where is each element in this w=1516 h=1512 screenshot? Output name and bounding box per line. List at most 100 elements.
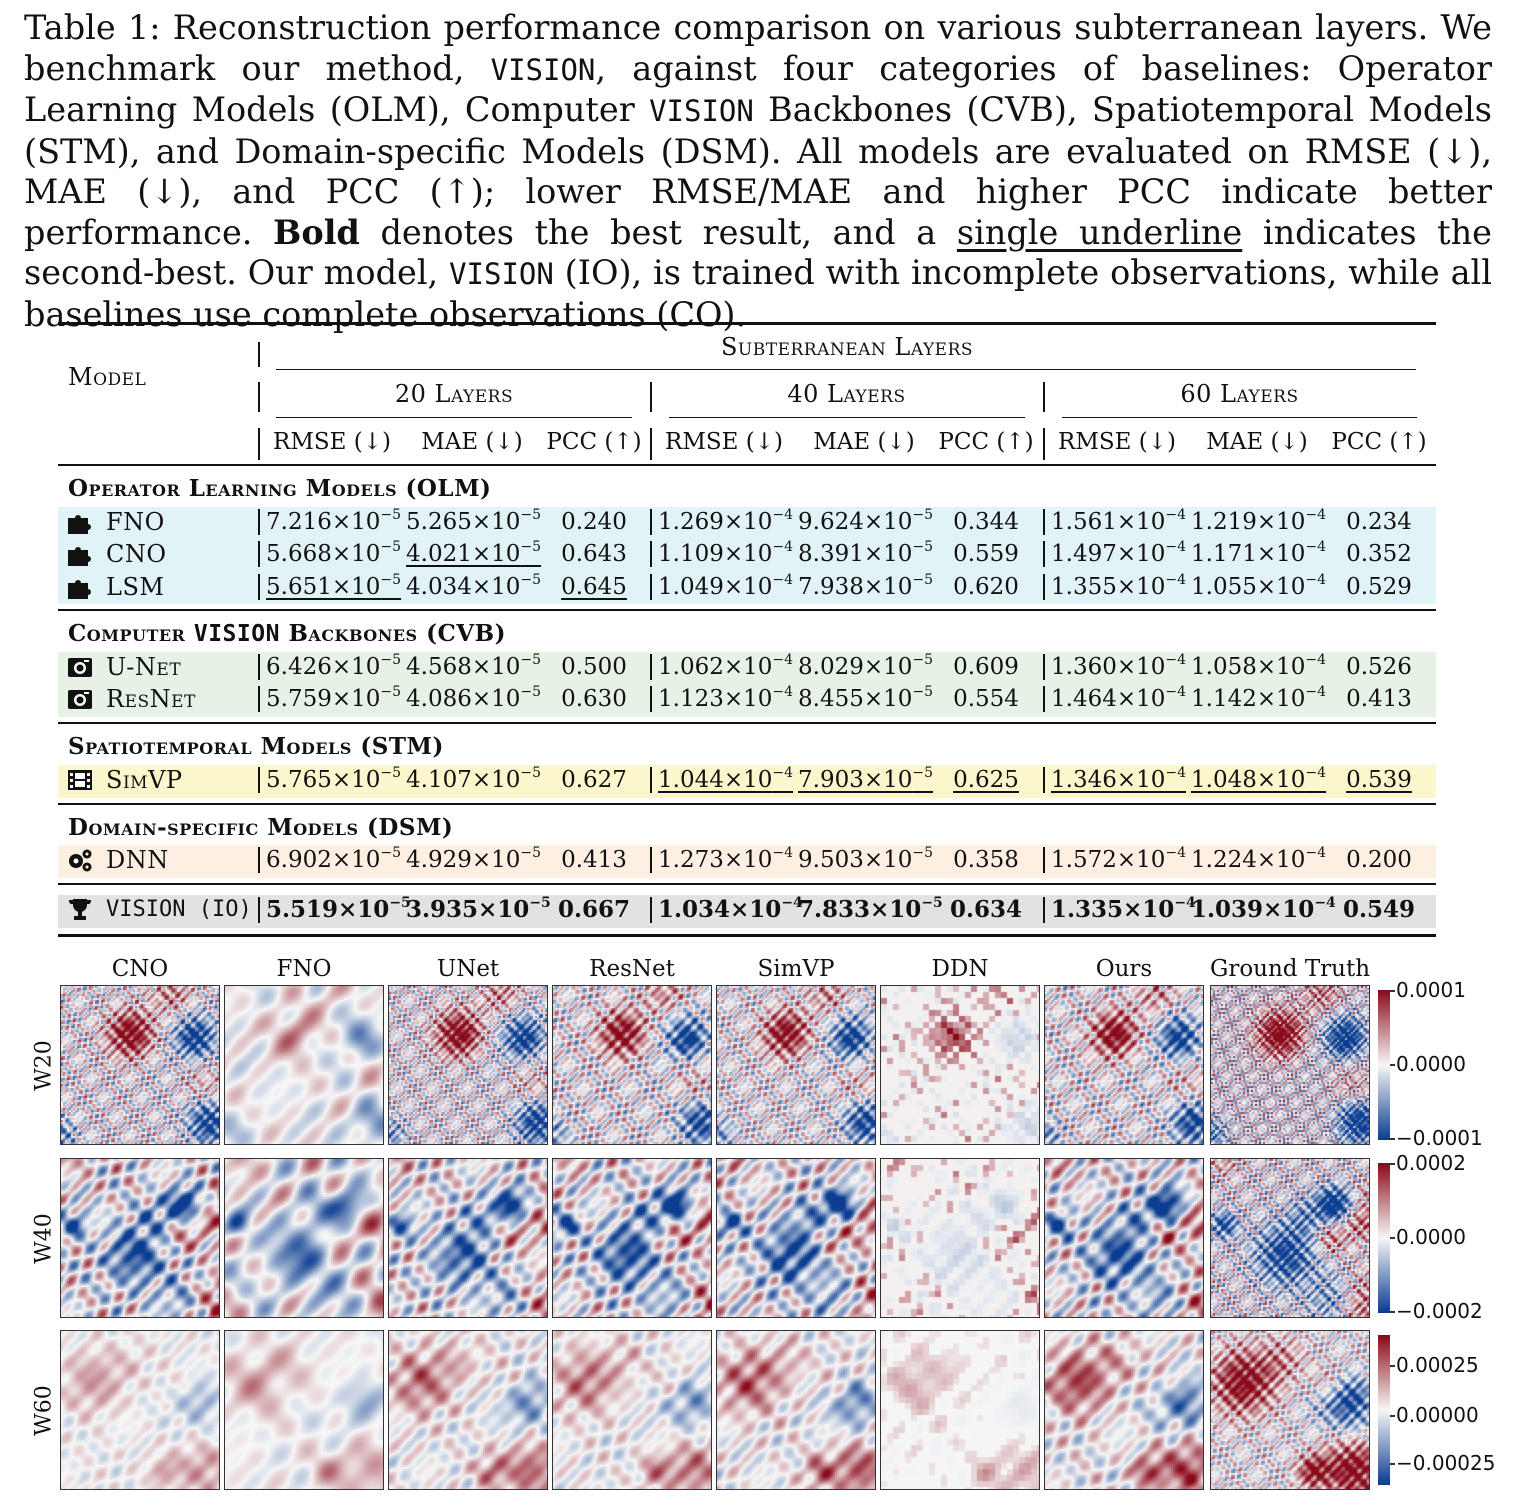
column-separator [1043,574,1045,600]
colorbar-tick-label: 0.0001 [1396,978,1466,1002]
table-cell: 1.572×10−4 [1051,845,1187,873]
group-header: 20 Layers [394,380,514,408]
table-cell: 5.519×10−5 [266,895,411,923]
section-rule [58,609,1436,611]
figure-column-title: CNO [111,956,169,982]
colorbar-tick-label: 0.00000 [1396,1403,1479,1427]
colorbar-tick-label: −0.0002 [1396,1299,1483,1323]
table-cell: 1.269×10−4 [658,507,794,535]
table-cell: 4.086×10−5 [406,684,542,712]
table-cell: 6.426×10−5 [266,652,402,680]
colorbar-tick [1390,1163,1395,1165]
column-separator [258,541,260,567]
table-cell: 4.034×10−5 [406,572,542,600]
reconstruction-panel [60,1330,220,1490]
table-cell: 7.903×10−5 [798,765,934,793]
model-name: FNO [106,508,165,536]
caption-text: indicates the second-best. Our model, [24,212,1492,293]
reconstruction-panel [224,1330,384,1490]
caption-method-name: VISION [490,52,596,87]
table-cell: 1.034×10−4 [658,895,803,923]
table-cell: 1.219×10−4 [1191,507,1327,535]
gears-icon [66,847,94,873]
caption-method-name: VISION [449,257,554,291]
table-cell: 1.055×10−4 [1191,572,1327,600]
table-cell: 1.142×10−4 [1191,684,1327,712]
metric-header: RMSE (↓) [273,429,391,455]
column-separator [258,342,260,367]
reconstruction-panel [1210,985,1370,1145]
column-separator [650,897,652,923]
row-band-stm [58,765,1436,798]
model-name: ResNet [106,685,196,713]
section-cvb: Computer VISION Backbones (CVB) [68,619,506,649]
metric-header: PCC (↑) [938,429,1034,455]
group-rule [276,417,632,418]
table-cell: 0.500 [561,654,627,680]
caption-text: Backbones (CVB), Spatiotemporal Models (… [24,90,1492,252]
table-cell: 0.620 [953,574,1019,600]
metric-header: RMSE (↓) [665,429,783,455]
table-cell: 7.216×10−5 [266,507,402,535]
row-band-cvb [58,652,1436,717]
table-cell: 1.039×10−4 [1191,895,1336,923]
table-cell: 5.265×10−5 [406,507,542,535]
column-separator [258,767,260,793]
super-header: Subterranean Layers [720,333,974,361]
reconstruction-panel [1210,1158,1370,1318]
metric-header: MAE (↓) [813,429,915,455]
table-cell: 1.049×10−4 [658,572,794,600]
reconstruction-panel [880,985,1040,1145]
reconstruction-panel [880,1158,1040,1318]
film-icon [66,767,94,793]
reconstruction-panel [880,1330,1040,1490]
table-cell: 0.627 [561,767,627,793]
colorbar-tick [1390,1064,1395,1066]
table-cell: 4.107×10−5 [406,765,542,793]
puzzle-icon [66,541,94,567]
table-cell: 1.171×10−4 [1191,539,1327,567]
table-cell: 4.568×10−5 [406,652,542,680]
table-cell: 7.833×10−5 [798,895,943,923]
header-rule [58,464,1436,466]
figure-row-label: W20 [31,1040,57,1091]
camera-icon [66,654,94,680]
colorbar [1378,990,1390,1140]
table-cell: 8.391×10−5 [798,539,934,567]
reconstruction-panel [552,1158,712,1318]
column-separator [1043,686,1045,712]
table-cell: 9.624×10−5 [798,507,934,535]
table-cell: 0.234 [1346,509,1412,535]
caption-underline: single underline [956,212,1243,252]
column-separator [1043,767,1045,793]
colorbar-tick-label: −0.0001 [1396,1126,1483,1150]
metric-header: MAE (↓) [421,429,523,455]
metric-header: PCC (↑) [1331,429,1427,455]
reconstruction-panel [388,1158,548,1318]
section-rule [58,883,1436,885]
table-cell: 1.109×10−4 [658,539,794,567]
reconstruction-panel [716,1330,876,1490]
section-cvb-method: VISION [193,621,280,647]
table-cell: 4.021×10−5 [406,539,542,567]
column-separator [650,686,652,712]
table-cell: 0.358 [953,847,1019,873]
row-band-dsm [58,845,1436,878]
camera-icon [66,686,94,712]
reconstruction-panel [1210,1330,1370,1490]
table-cell: 1.355×10−4 [1051,572,1187,600]
section-stm: Spatiotemporal Models (STM) [68,733,444,760]
model-name: DNN [106,846,169,874]
metric-header: RMSE (↓) [1058,429,1176,455]
column-separator [650,654,652,680]
section-rule [58,722,1436,724]
figure-row-label: W40 [31,1213,57,1264]
reconstruction-panel [60,1158,220,1318]
colorbar-tick-label: 0.0000 [1396,1052,1466,1076]
reconstruction-panel [716,1158,876,1318]
section-olm: Operator Learning Models (OLM) [68,475,492,502]
table-cell: 8.455×10−5 [798,684,934,712]
table-cell: 0.529 [1346,574,1412,600]
table-cell: 1.464×10−4 [1051,684,1187,712]
column-separator [258,574,260,600]
